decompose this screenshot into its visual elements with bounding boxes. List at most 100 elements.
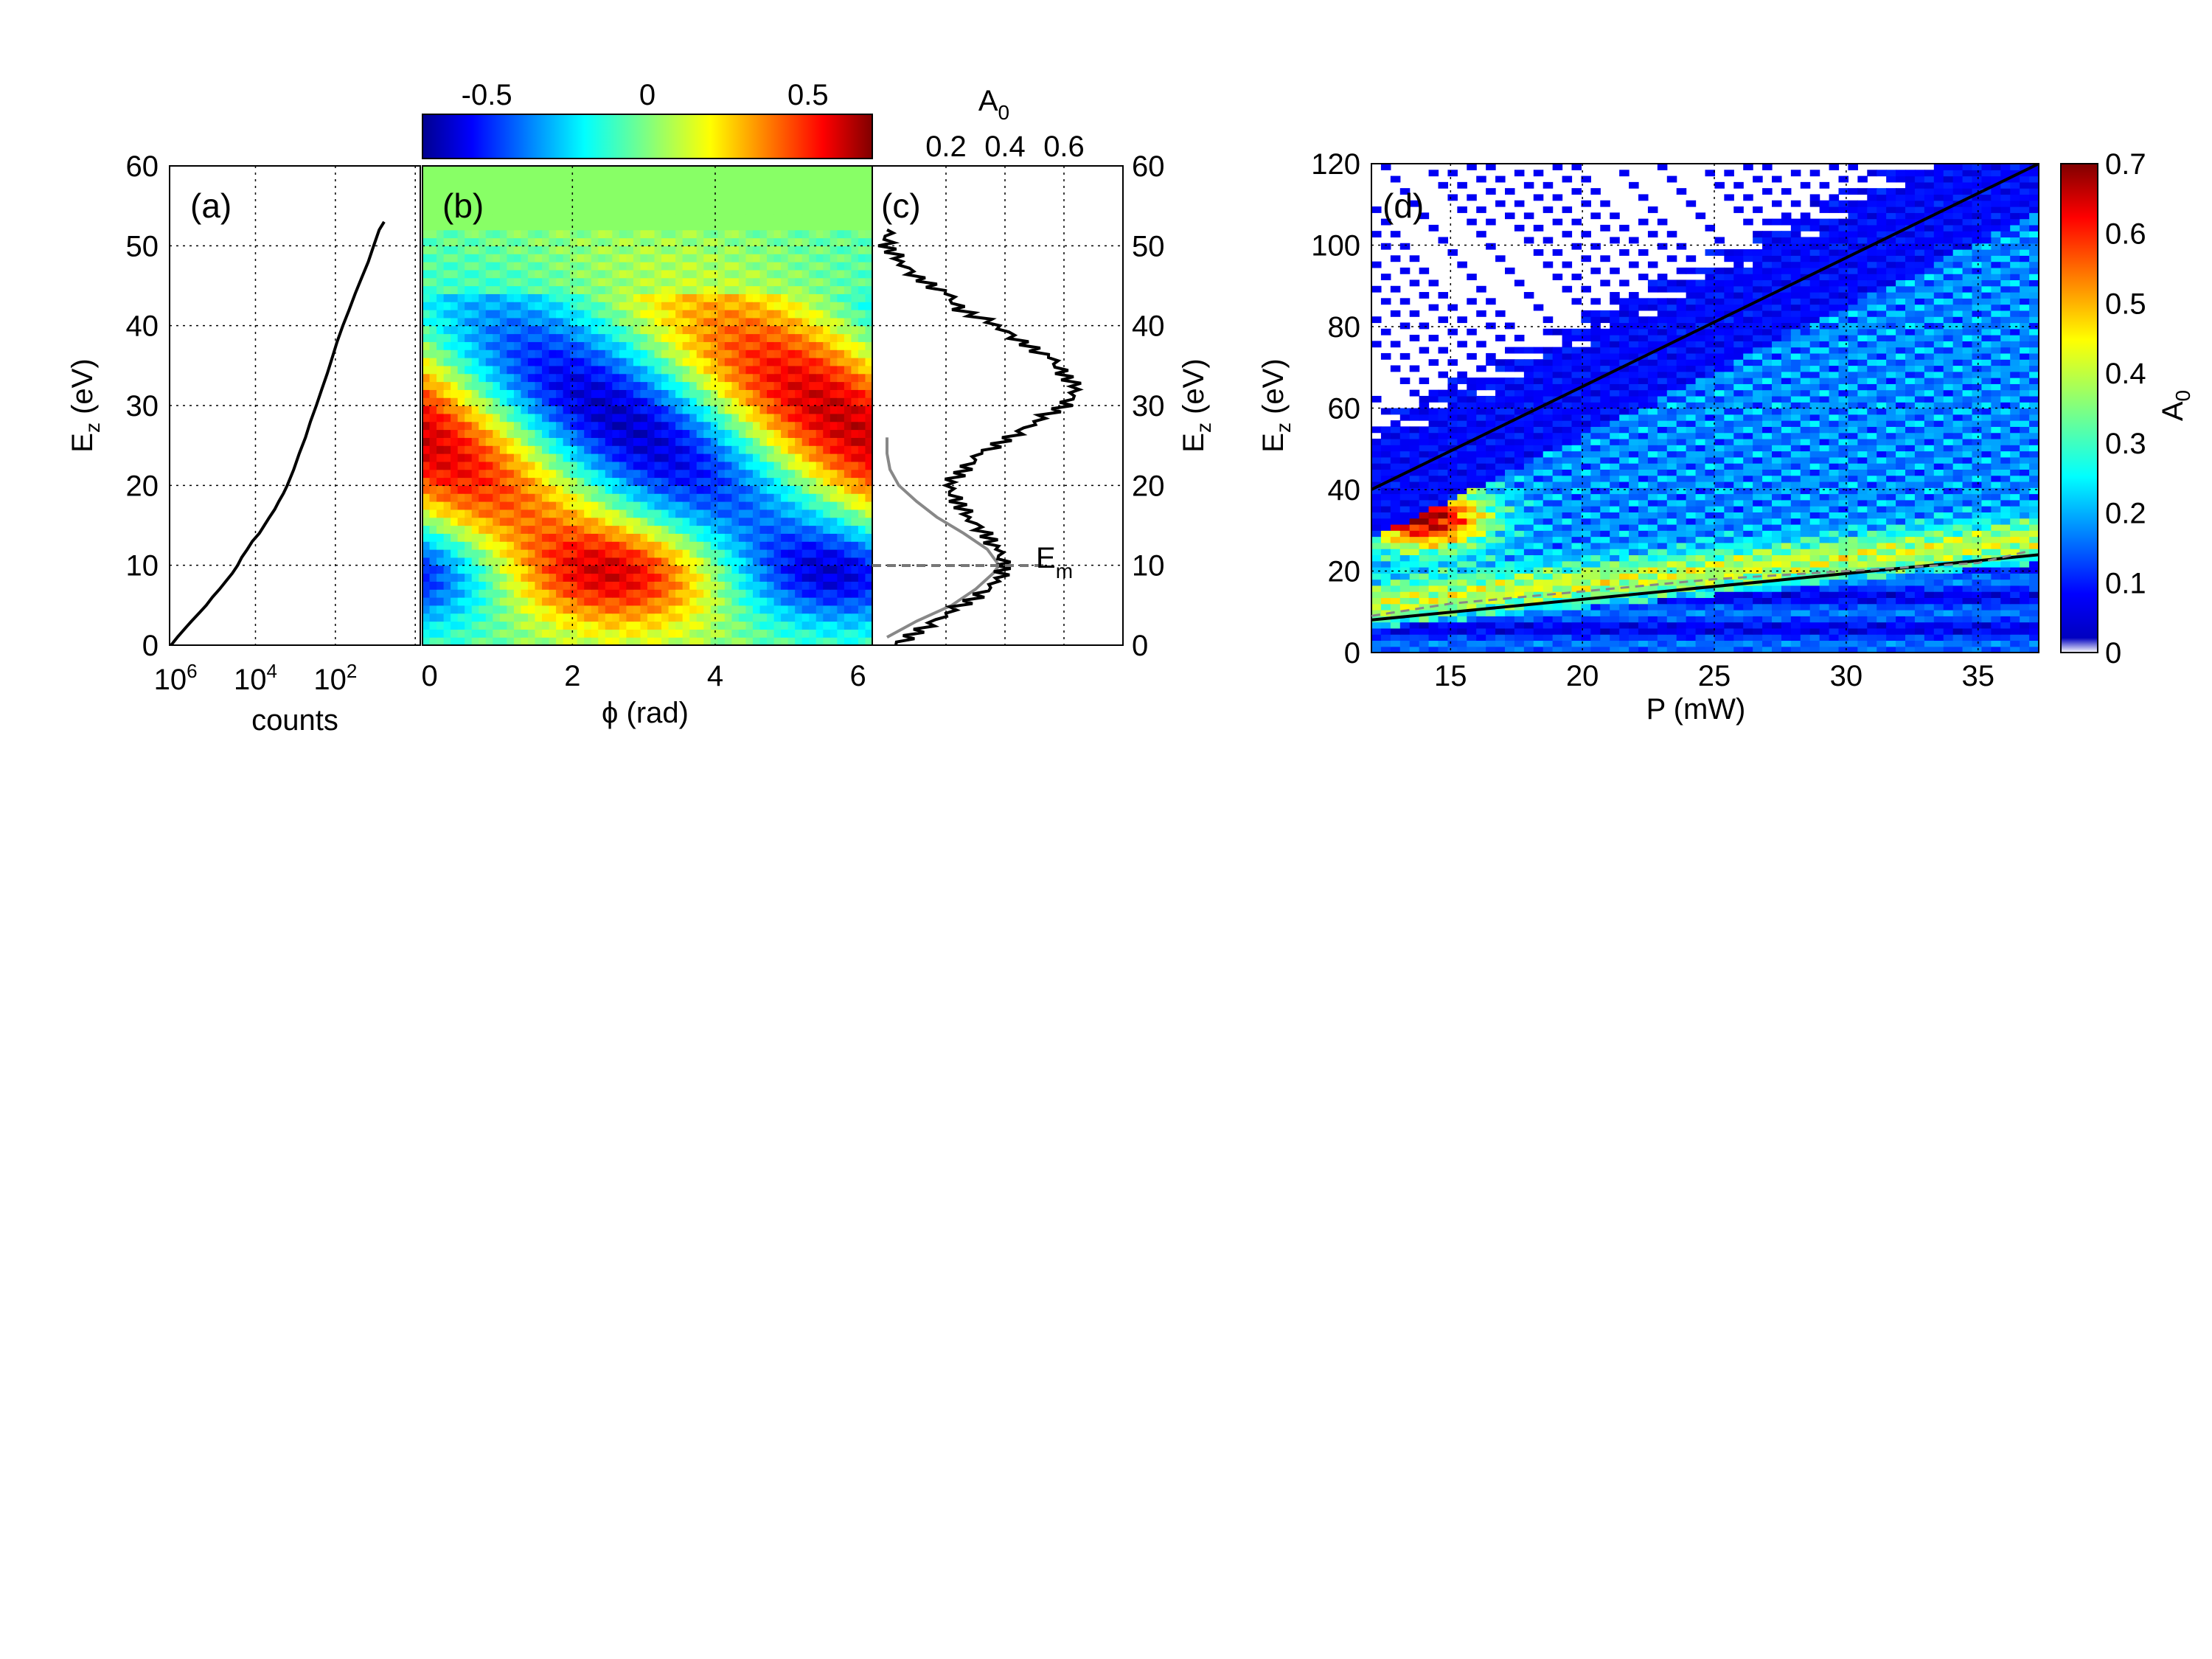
heat-cell	[465, 621, 473, 630]
heat-cell	[858, 229, 866, 239]
heat-cell	[1733, 591, 1744, 599]
heat-cell	[577, 421, 585, 431]
heat-cell	[570, 317, 578, 327]
heat-cell	[1848, 573, 1858, 580]
heat-cell	[795, 237, 803, 246]
heat-cell	[626, 421, 634, 431]
heat-cell	[521, 517, 529, 526]
heat-cell	[1877, 622, 1887, 629]
heat-cell	[451, 541, 459, 550]
heat-cell	[837, 229, 845, 239]
heat-cell	[731, 214, 740, 223]
heat-cell	[837, 406, 845, 414]
heat-cell	[815, 605, 824, 614]
heat-cell	[1905, 573, 1916, 580]
heat-cell	[570, 621, 578, 630]
heat-cell	[465, 310, 473, 319]
heat-cell	[844, 557, 852, 566]
heat-cell	[1533, 560, 1544, 568]
heat-cell	[795, 565, 803, 574]
heat-cell	[696, 589, 704, 598]
heat-cell	[759, 597, 768, 606]
heat-cell	[837, 246, 845, 254]
heat-cell	[563, 262, 571, 271]
heat-cell	[479, 206, 487, 215]
heat-cell	[563, 501, 571, 510]
heat-cell	[2010, 616, 2020, 623]
heat-cell	[801, 501, 810, 510]
heat-cell	[619, 254, 627, 262]
heat-cell	[1600, 640, 1610, 647]
heat-cell	[535, 285, 543, 294]
heat-cell	[689, 189, 698, 198]
heat-cell	[815, 166, 824, 175]
heat-cell	[633, 605, 641, 614]
heat-cell	[703, 310, 712, 319]
heat-cell	[759, 621, 768, 630]
heat-cell	[570, 373, 578, 383]
heat-cell	[1447, 579, 1458, 586]
heat-cell	[745, 429, 754, 438]
heat-cell	[507, 221, 515, 231]
heat-cell	[556, 406, 564, 414]
heat-cell	[703, 509, 712, 518]
heat-cell	[781, 349, 789, 358]
heat-cell	[745, 237, 754, 246]
heat-cell	[851, 206, 859, 215]
heat-cell	[598, 573, 606, 582]
heat-cell	[640, 565, 648, 574]
heat-cell	[1514, 591, 1525, 599]
heat-cell	[1495, 597, 1506, 605]
heat-cell	[759, 365, 768, 375]
heat-cell	[1848, 609, 1858, 616]
heat-cell	[703, 581, 712, 590]
heat-cell	[767, 254, 775, 262]
heat-cell	[584, 254, 592, 262]
heat-cell	[1562, 554, 1573, 562]
heat-cell	[612, 629, 620, 638]
heat-cell	[591, 333, 599, 342]
heat-cell	[527, 573, 536, 582]
heat-cell	[612, 166, 620, 175]
heat-cell	[1886, 573, 1896, 580]
heat-cell	[499, 229, 507, 239]
heat-cell	[865, 310, 872, 319]
heat-cell	[584, 421, 592, 431]
heat-cell	[710, 605, 718, 614]
heat-cell	[437, 246, 445, 254]
heat-cell	[443, 358, 451, 366]
heat-cell	[612, 198, 620, 206]
heat-cell	[787, 581, 796, 590]
heat-cell	[781, 461, 789, 470]
heat-cell	[1676, 560, 1687, 568]
heat-cell	[1867, 646, 1877, 653]
heat-cell	[710, 173, 718, 183]
heat-cell	[521, 302, 529, 310]
heat-cell	[451, 637, 459, 645]
heat-cell	[521, 198, 529, 206]
heat-cell	[570, 246, 578, 254]
heat-cell	[612, 293, 620, 302]
heat-cell	[801, 469, 810, 479]
heat-cell	[731, 373, 740, 383]
heat-cell	[696, 381, 704, 390]
heat-cell	[443, 597, 451, 606]
heat-cell	[823, 477, 831, 486]
heat-cell	[451, 469, 459, 479]
heat-cell	[844, 501, 852, 510]
heat-cell	[633, 581, 641, 590]
heat-cell	[738, 358, 747, 366]
heat-cell	[542, 581, 550, 590]
heat-cell	[1819, 597, 1830, 605]
heat-cell	[591, 373, 599, 383]
heat-cell	[1972, 627, 1983, 635]
heat-cell	[549, 573, 557, 582]
heat-cell	[767, 302, 775, 310]
heat-cell	[731, 557, 740, 566]
heat-cell	[1724, 627, 1734, 635]
heat-cell	[731, 597, 740, 606]
heat-cell	[837, 517, 845, 526]
heat-cell	[1657, 597, 1668, 605]
heat-cell	[457, 221, 465, 231]
heat-cell	[549, 277, 557, 287]
